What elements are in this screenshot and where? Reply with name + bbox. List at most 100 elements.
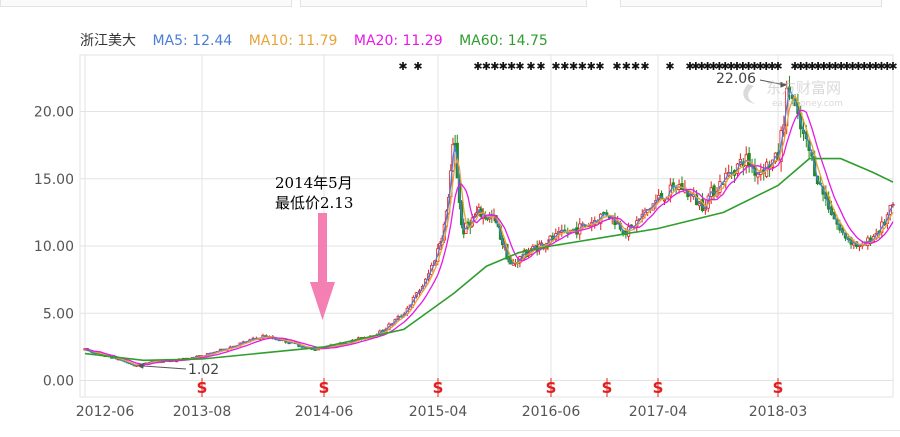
ma5-line bbox=[84, 87, 894, 367]
event-star-3: ✱ bbox=[482, 60, 491, 73]
event-markers: ✱ ✱ ✱ ✱ ✱ ✱ ✱ ✱ ✱ ✱ ✱ ✱ ✱ ✱ ✱ ✱ ✱ ✱ ✱ ✱ ✱ ✱✱✱✱✱✱✱✱✱✱✱✱✱✱✱✱ ✱✱✱… bbox=[398, 60, 897, 73]
top-tab-left bbox=[0, 0, 292, 7]
y-tick-label-1: 5.00 bbox=[43, 306, 74, 322]
event-star-43: ✱ bbox=[825, 60, 834, 73]
candle-288 bbox=[860, 242, 864, 250]
event-star-51: ✱ bbox=[871, 60, 880, 73]
event-star-35: ✱ bbox=[768, 60, 777, 73]
event-star-54: ✱ bbox=[888, 60, 897, 73]
candle-188 bbox=[575, 221, 579, 239]
x-tick-label-3: 2015-04 bbox=[409, 404, 468, 420]
event-star-46: ✱ bbox=[842, 60, 851, 73]
min-label: 1.02 bbox=[188, 362, 219, 378]
y-tick-label-0: 0.00 bbox=[43, 374, 74, 390]
ma20-line bbox=[84, 109, 894, 366]
annotation-line1: 2014年5月 bbox=[275, 174, 353, 192]
ma10-line bbox=[84, 94, 894, 366]
event-star-2: ✱ bbox=[473, 60, 482, 73]
event-star-28: ✱ bbox=[726, 60, 735, 73]
axis-labels: 0.00 5.00 10.00 15.00 20.00 2012-06 2013-08 201… bbox=[34, 71, 807, 420]
event-star-1: ✱ bbox=[413, 60, 422, 73]
event-star-49: ✱ bbox=[860, 60, 869, 73]
event-star-30: ✱ bbox=[738, 60, 747, 73]
top-tab-mid bbox=[300, 0, 587, 7]
legend-ma20: MA20: 11.29 bbox=[353, 33, 443, 49]
candle-219 bbox=[662, 199, 667, 206]
event-star-52: ✱ bbox=[877, 60, 886, 73]
event-star-15: ✱ bbox=[595, 60, 604, 73]
annotation-line2: 最低价2.13 bbox=[275, 194, 354, 212]
signal-marker-3: S bbox=[546, 378, 556, 397]
candle-body-219 bbox=[662, 199, 667, 202]
event-star-41: ✱ bbox=[813, 60, 822, 73]
annotation-arrow bbox=[310, 213, 335, 320]
candle-222 bbox=[671, 178, 675, 192]
signal-marker-1: S bbox=[319, 378, 329, 397]
event-star-14: ✱ bbox=[587, 60, 596, 73]
event-star-40: ✱ bbox=[808, 60, 817, 73]
top-bar bbox=[0, 0, 900, 8]
event-star-9: ✱ bbox=[536, 60, 545, 73]
event-star-27: ✱ bbox=[721, 60, 730, 73]
plot-frame bbox=[79, 54, 894, 398]
candle-226 bbox=[683, 180, 687, 194]
event-star-10: ✱ bbox=[551, 60, 560, 73]
event-star-16: ✱ bbox=[612, 60, 621, 73]
y-tick-label-2: 10.00 bbox=[34, 239, 74, 255]
event-star-50: ✱ bbox=[865, 60, 874, 73]
event-star-22: ✱ bbox=[691, 60, 700, 73]
signal-marker-5: S bbox=[653, 378, 663, 397]
legend-ma10: MA10: 11.79 bbox=[248, 33, 338, 49]
x-tick-label-5: 2017-04 bbox=[629, 404, 688, 420]
event-star-5: ✱ bbox=[499, 60, 508, 73]
x-tick-label-4: 2016-06 bbox=[522, 404, 581, 420]
event-star-38: ✱ bbox=[796, 60, 805, 73]
candle-body-251 bbox=[756, 172, 760, 178]
event-star-4: ✱ bbox=[490, 60, 499, 73]
event-star-13: ✱ bbox=[578, 60, 587, 73]
y-tick-label-4: 20.00 bbox=[34, 105, 74, 121]
annotation-text: 2014年5月 最低价2.13 bbox=[275, 173, 353, 213]
event-star-0: ✱ bbox=[398, 60, 407, 73]
event-star-31: ✱ bbox=[744, 60, 753, 73]
event-star-33: ✱ bbox=[756, 60, 765, 73]
event-star-11: ✱ bbox=[560, 60, 569, 73]
event-star-42: ✱ bbox=[819, 60, 828, 73]
legend-ma60: MA60: 14.75 bbox=[459, 33, 548, 49]
event-star-20: ✱ bbox=[665, 60, 674, 73]
candles bbox=[83, 75, 895, 368]
event-star-23: ✱ bbox=[697, 60, 706, 73]
event-star-53: ✱ bbox=[883, 60, 892, 73]
max-arrow-icon bbox=[780, 81, 788, 88]
event-star-6: ✱ bbox=[507, 60, 516, 73]
event-star-36: ✱ bbox=[773, 60, 782, 73]
x-tick-label-2: 2014-06 bbox=[295, 404, 354, 420]
signal-marker-2: S bbox=[433, 378, 443, 397]
event-star-8: ✱ bbox=[526, 60, 535, 73]
signal-marker-4: S bbox=[602, 378, 612, 397]
top-tab-right bbox=[620, 0, 882, 7]
candle-body-248 bbox=[747, 152, 751, 167]
candle-247 bbox=[744, 146, 748, 174]
event-star-47: ✱ bbox=[848, 60, 857, 73]
event-star-29: ✱ bbox=[732, 60, 741, 73]
x-tick-label-1: 2013-08 bbox=[173, 404, 232, 420]
event-star-24: ✱ bbox=[703, 60, 712, 73]
min-pointer bbox=[140, 365, 187, 370]
event-star-44: ✱ bbox=[831, 60, 840, 73]
ma60-line bbox=[84, 157, 894, 362]
event-star-26: ✱ bbox=[715, 60, 724, 73]
min-arrow-icon bbox=[137, 362, 145, 369]
down-arrow-icon bbox=[310, 213, 335, 320]
watermark-subtext: eastmoney.com bbox=[772, 99, 843, 109]
candle-body-218 bbox=[659, 192, 664, 199]
watermark-logo-icon bbox=[743, 84, 756, 104]
signal-marker-6: S bbox=[773, 378, 783, 397]
max-pointer bbox=[759, 79, 784, 86]
event-star-17: ✱ bbox=[622, 60, 631, 73]
event-star-37: ✱ bbox=[790, 60, 799, 73]
event-star-45: ✱ bbox=[837, 60, 846, 73]
x-tick-label-6: 2018-03 bbox=[749, 404, 808, 420]
